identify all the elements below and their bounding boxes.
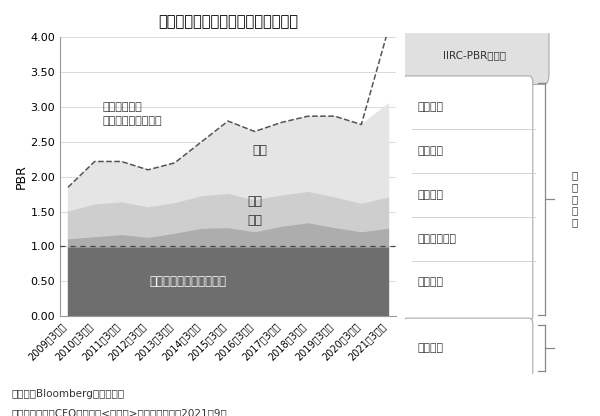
FancyBboxPatch shape [401, 25, 549, 84]
Text: 知的資本: 知的資本 [418, 102, 443, 111]
Text: 社会関係資本: 社会関係資本 [418, 233, 457, 243]
Text: 自然資本: 自然資本 [418, 277, 443, 287]
Text: 財務資本: 財務資本 [418, 343, 443, 353]
Title: 財務資本と非財務資本の英米日比較: 財務資本と非財務資本の英米日比較 [158, 14, 298, 30]
Text: 米国: 米国 [253, 144, 268, 157]
Text: （備考）Bloombergにより作成: （備考）Bloombergにより作成 [12, 389, 125, 399]
Text: 非
財
務
資
本: 非 財 務 資 本 [571, 171, 577, 227]
Text: IIRC-PBRモデル: IIRC-PBRモデル [443, 50, 506, 60]
Text: 人的資本: 人的資本 [418, 190, 443, 200]
Text: 市場付加価値
（自己創設のれん）: 市場付加価値 （自己創設のれん） [103, 102, 162, 126]
Text: 出典：柳良平「CFOポリシー<第２版>」中央経済社、2021年9月: 出典：柳良平「CFOポリシー<第２版>」中央経済社、2021年9月 [12, 408, 228, 416]
Text: 純資産（会計上の簿価）: 純資産（会計上の簿価） [149, 275, 227, 288]
FancyBboxPatch shape [403, 318, 533, 378]
Text: 英国: 英国 [247, 196, 262, 208]
FancyBboxPatch shape [403, 76, 533, 322]
Text: 製造資本: 製造資本 [418, 146, 443, 156]
Y-axis label: PBR: PBR [14, 164, 28, 189]
Text: 日本: 日本 [247, 213, 262, 226]
